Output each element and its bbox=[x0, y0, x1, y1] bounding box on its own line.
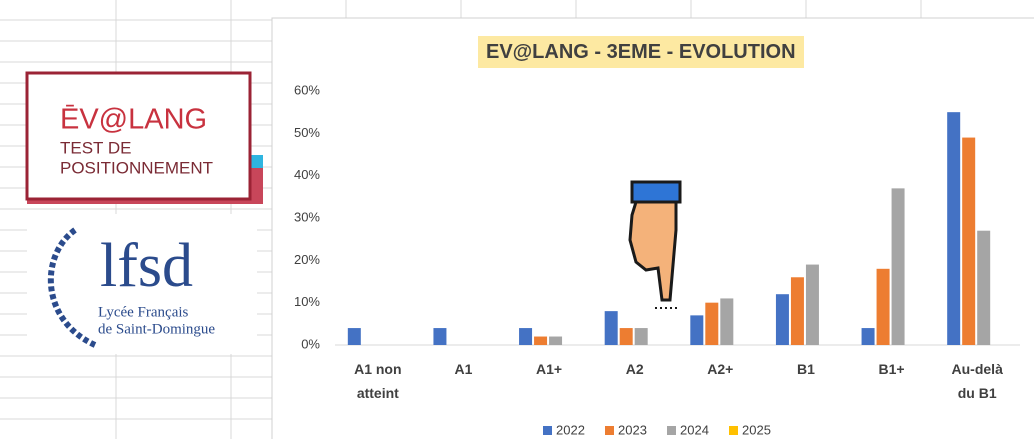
legend-label: 2023 bbox=[618, 422, 647, 437]
x-tick-label: A1 bbox=[432, 357, 494, 381]
bar bbox=[806, 265, 819, 345]
bar bbox=[892, 188, 905, 345]
x-tick-label: A2+ bbox=[689, 357, 751, 381]
bar bbox=[433, 328, 446, 345]
bar bbox=[635, 328, 648, 345]
evalang-logo bbox=[27, 73, 250, 199]
logo-text: POSITIONNEMENT bbox=[60, 158, 213, 177]
legend-label: 2024 bbox=[680, 422, 709, 437]
bar bbox=[791, 277, 804, 345]
y-tick-label: 20% bbox=[294, 252, 320, 267]
bar bbox=[720, 298, 733, 345]
legend-swatch bbox=[729, 426, 738, 435]
logo-text: Lycée Français bbox=[98, 304, 189, 320]
bar bbox=[977, 231, 990, 345]
legend-swatch bbox=[543, 426, 552, 435]
bar bbox=[605, 311, 618, 345]
y-tick-label: 60% bbox=[294, 82, 320, 97]
bar bbox=[877, 269, 890, 345]
y-tick-label: 30% bbox=[294, 209, 320, 224]
logo-text: TEST DE bbox=[60, 138, 131, 157]
bar bbox=[947, 112, 960, 345]
bar bbox=[620, 328, 633, 345]
x-tick-label: A1+ bbox=[518, 357, 580, 381]
bar bbox=[519, 328, 532, 345]
bar bbox=[776, 294, 789, 345]
bar bbox=[549, 337, 562, 345]
y-tick-label: 10% bbox=[294, 294, 320, 309]
bar bbox=[534, 337, 547, 345]
chart-title: EV@LANG - 3EME - EVOLUTION bbox=[478, 36, 804, 68]
x-tick-label: B1+ bbox=[861, 357, 923, 381]
y-tick-label: 0% bbox=[301, 336, 320, 351]
legend-swatch bbox=[667, 426, 676, 435]
bar bbox=[862, 328, 875, 345]
x-tick-label: A2 bbox=[604, 357, 666, 381]
x-tick-label: A1 non atteint bbox=[347, 357, 409, 405]
x-tick-label: B1 bbox=[775, 357, 837, 381]
bar bbox=[348, 328, 361, 345]
screen: ĒV@LANG TEST DE POSITIONNEMENT lfsd Lycé… bbox=[0, 0, 1034, 439]
legend-label: 2025 bbox=[742, 422, 771, 437]
logo-text: lfsd bbox=[100, 232, 193, 300]
legend-label: 2022 bbox=[556, 422, 585, 437]
bar bbox=[962, 138, 975, 345]
bar bbox=[705, 303, 718, 345]
logo-text: de Saint-Domingue bbox=[98, 321, 215, 337]
logo-text: ĒV@LANG bbox=[60, 104, 207, 136]
y-tick-label: 50% bbox=[294, 125, 320, 140]
bar bbox=[690, 315, 703, 345]
x-tick-label: Au-delà du B1 bbox=[946, 357, 1008, 405]
legend-swatch bbox=[605, 426, 614, 435]
y-tick-label: 40% bbox=[294, 167, 320, 182]
